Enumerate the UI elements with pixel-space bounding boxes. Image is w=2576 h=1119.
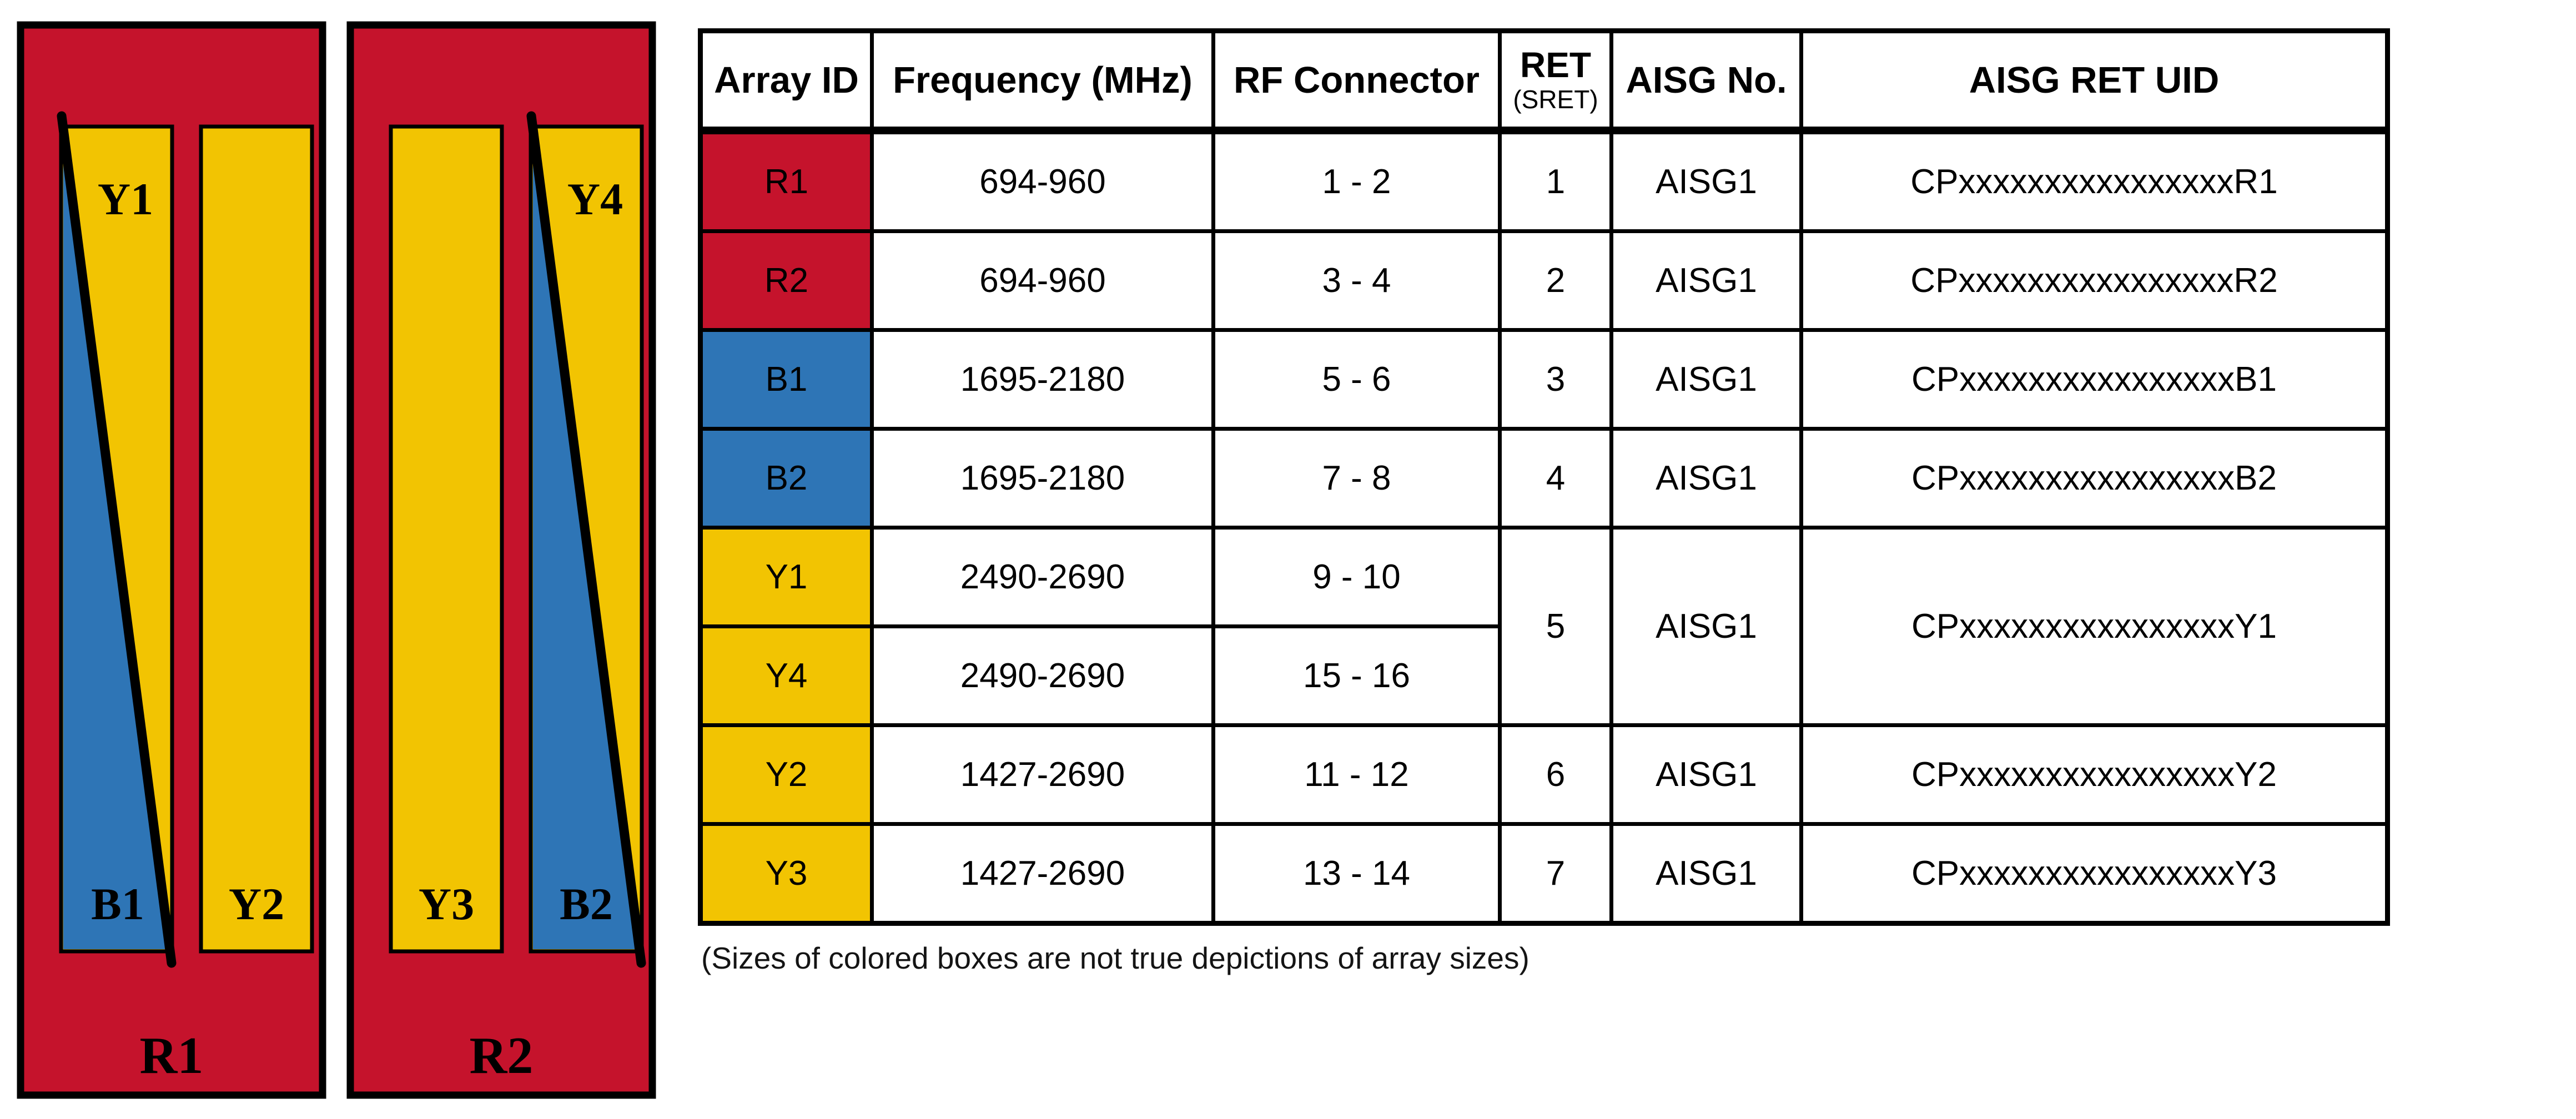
- cell-uid: CPxxxxxxxxxxxxxxxxR2: [1799, 229, 2389, 332]
- cell-array-id: B1: [698, 328, 874, 431]
- cell-frequency: 694-960: [870, 128, 1215, 233]
- cell-array-id: Y4: [698, 624, 874, 727]
- panel-r2-drawing: Y3 Y4 B2 R2: [346, 21, 656, 1099]
- cell-rf-connector: 9 - 10: [1211, 526, 1502, 628]
- label-y3: Y3: [419, 879, 474, 929]
- label-b1: B1: [91, 879, 144, 929]
- cell-aisg-no: AISG1: [1609, 229, 1803, 332]
- cell-rf-connector: 1 - 2: [1211, 128, 1502, 233]
- header-frequency: Frequency (MHz): [870, 29, 1215, 134]
- cell-ret: 3: [1498, 328, 1613, 431]
- table-row-y1: Y1 2490-2690 9 - 10 5 AISG1 CPxxxxxxxxxx…: [698, 526, 2389, 727]
- cell-frequency: 1695-2180: [870, 328, 1215, 431]
- cell-uid: CPxxxxxxxxxxxxxxxxY3: [1799, 822, 2389, 925]
- label-y1: Y1: [98, 174, 153, 224]
- cell-uid: CPxxxxxxxxxxxxxxxxB2: [1799, 427, 2389, 530]
- array-box-y3: [389, 124, 504, 954]
- cell-ret-merged: 5: [1498, 526, 1613, 727]
- cell-array-id: B2: [698, 427, 874, 530]
- table-row-y4: Y4 2490-2690 15 - 16: [698, 624, 2388, 727]
- cell-rf-connector: 7 - 8: [1211, 427, 1502, 530]
- panel-r1-drawing: Y1 B1 Y2 R1: [17, 21, 326, 1099]
- cell-uid: CPxxxxxxxxxxxxxxxxR1: [1799, 128, 2389, 233]
- cell-frequency: 1695-2180: [870, 427, 1215, 530]
- array-r2-diagonal: [526, 111, 646, 968]
- cell-aisg-no: AISG1: [1609, 427, 1803, 530]
- cell-ret: 2: [1498, 229, 1613, 332]
- cell-aisg-no: AISG1: [1609, 822, 1803, 925]
- cell-frequency: 1427-2690: [870, 723, 1215, 826]
- cell-ret: 7: [1498, 822, 1613, 925]
- label-r1: R1: [140, 1027, 204, 1085]
- table-row-r1: R1 694-960 1 - 2 1 AISG1 CPxxxxxxxxxxxxx…: [698, 128, 2389, 233]
- label-b2: B2: [560, 879, 613, 929]
- antenna-panel-r1: Y1 B1 Y2 R1: [17, 21, 326, 1099]
- header-ret-sub: (SRET): [1513, 85, 1598, 114]
- table-row-y2: Y2 1427-2690 11 - 12 6 AISG1 CPxxxxxxxxx…: [698, 723, 2389, 826]
- cell-array-id: R2: [698, 229, 874, 332]
- cell-aisg-no: AISG1: [1609, 128, 1803, 233]
- header-aisg-no: AISG No.: [1609, 29, 1803, 134]
- cell-rf-connector: 5 - 6: [1211, 328, 1502, 431]
- header-rf-connector: RF Connector: [1211, 29, 1502, 134]
- cell-rf-connector: 11 - 12: [1211, 723, 1502, 826]
- cell-array-id: Y3: [698, 822, 874, 925]
- table-row-b2: B2 1695-2180 7 - 8 4 AISG1 CPxxxxxxxxxxx…: [698, 427, 2389, 530]
- table-row-y3: Y3 1427-2690 13 - 14 7 AISG1 CPxxxxxxxxx…: [698, 822, 2389, 925]
- array-box-y2: [199, 124, 314, 954]
- cell-ret: 1: [1498, 128, 1613, 233]
- cell-ret: 6: [1498, 723, 1613, 826]
- header-array-id: Array ID: [698, 29, 874, 134]
- cell-aisg-no: AISG1: [1609, 723, 1803, 826]
- antenna-panel-r2: Y3 Y4 B2 R2: [346, 21, 656, 1099]
- array-spec-table: Array ID Frequency (MHz) RF Connector RE…: [698, 28, 2390, 926]
- sizes-footnote: (Sizes of colored boxes are not true dep…: [701, 941, 1530, 975]
- label-r2: R2: [470, 1027, 534, 1085]
- cell-uid-merged: CPxxxxxxxxxxxxxxxxY1: [1799, 526, 2389, 727]
- cell-rf-connector: 13 - 14: [1211, 822, 1502, 925]
- table-row-b1: B1 1695-2180 5 - 6 3 AISG1 CPxxxxxxxxxxx…: [698, 328, 2389, 431]
- cell-frequency: 1427-2690: [870, 822, 1215, 925]
- cell-uid: CPxxxxxxxxxxxxxxxxY2: [1799, 723, 2389, 826]
- cell-ret: 4: [1498, 427, 1613, 530]
- cell-rf-connector: 3 - 4: [1211, 229, 1502, 332]
- cell-rf-connector: 15 - 16: [1211, 624, 1502, 727]
- cell-aisg-no-merged: AISG1: [1609, 526, 1803, 727]
- cell-array-id: R1: [698, 128, 874, 233]
- label-y2: Y2: [229, 879, 284, 929]
- array-r1-diagonal: [57, 111, 177, 968]
- label-y4: Y4: [567, 174, 623, 224]
- cell-frequency: 2490-2690: [870, 526, 1215, 628]
- header-ret-main: RET: [1520, 45, 1591, 85]
- table-row-r2: R2 694-960 3 - 4 2 AISG1 CPxxxxxxxxxxxxx…: [698, 229, 2389, 332]
- cell-aisg-no: AISG1: [1609, 328, 1803, 431]
- cell-frequency: 694-960: [870, 229, 1215, 332]
- header-row: Array ID Frequency (MHz) RF Connector RE…: [698, 29, 2389, 134]
- cell-array-id: Y2: [698, 723, 874, 826]
- header-aisg-ret-uid: AISG RET UID: [1799, 29, 2389, 134]
- cell-array-id: Y1: [698, 526, 874, 628]
- cell-frequency: 2490-2690: [870, 624, 1215, 727]
- header-ret: RET (SRET): [1498, 29, 1613, 134]
- cell-uid: CPxxxxxxxxxxxxxxxxB1: [1799, 328, 2389, 431]
